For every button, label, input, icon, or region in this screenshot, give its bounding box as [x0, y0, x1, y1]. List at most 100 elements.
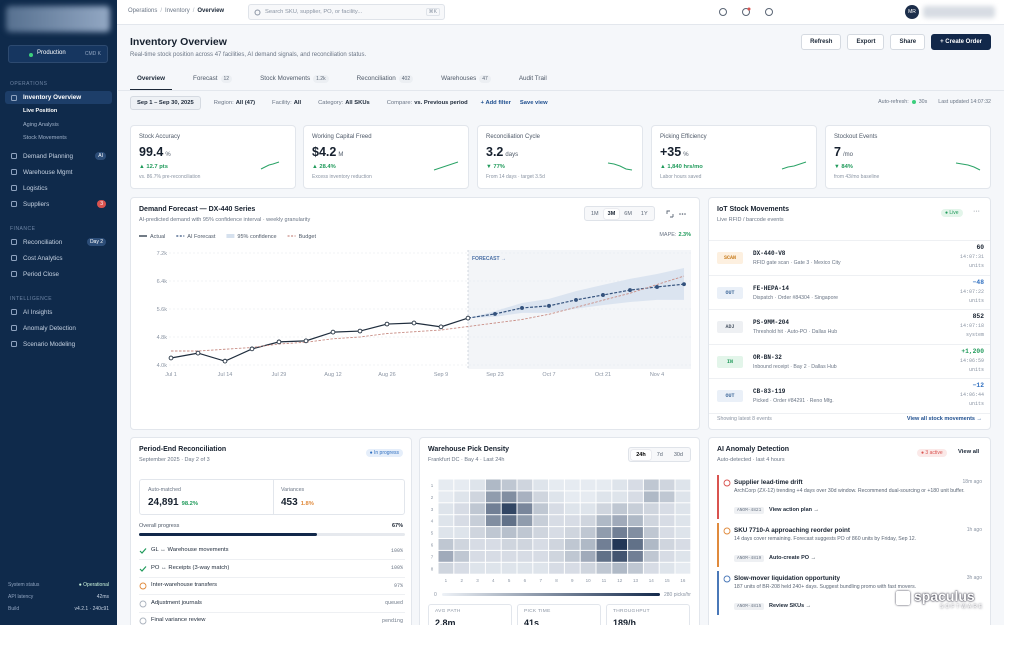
- nav-item[interactable]: Demand Planning AI: [5, 150, 112, 163]
- heat-cell: [675, 562, 691, 574]
- range-button[interactable]: 6M: [624, 210, 632, 217]
- primary-button[interactable]: + Create Order: [931, 34, 991, 50]
- kpi-value-row: +35%: [660, 145, 689, 159]
- button[interactable]: Refresh: [801, 34, 842, 50]
- tab[interactable]: Forecast 12: [186, 73, 239, 90]
- heat-cell: [470, 539, 485, 550]
- chart-svg: [719, 8, 727, 16]
- watermark-tag: SOFTWARE: [940, 604, 985, 610]
- footer-link[interactable]: View all stock movements →: [906, 416, 982, 422]
- button[interactable]: Share: [890, 34, 926, 50]
- breadcrumb-item: Overview: [197, 8, 225, 14]
- event-row: OUT CB-83-119 Picked · Order #84291 · Reno…: [709, 379, 990, 414]
- nav-label: Demand Planning: [23, 152, 74, 160]
- nav-item[interactable]: Suppliers 3: [5, 198, 112, 211]
- nav-subitem[interactable]: Live Position: [23, 108, 58, 114]
- tab[interactable]: Audit Trail: [512, 73, 554, 90]
- nav-item[interactable]: Inventory Overview: [5, 91, 112, 104]
- anomaly-action[interactable]: Review SKUs →: [769, 603, 812, 609]
- nav-label: Inventory Overview: [23, 94, 82, 101]
- range-button[interactable]: 30d: [673, 451, 683, 458]
- filter-chip[interactable]: Region: All (47): [210, 97, 259, 109]
- step-label: PO ↔ Receipts (3-way match): [151, 564, 230, 571]
- heat-cell: [517, 479, 533, 491]
- nav-icon: [11, 201, 17, 207]
- nav-subitem[interactable]: Aging Analysis: [23, 121, 59, 128]
- heat-cell: [580, 479, 596, 491]
- kpi-value-row: 3.2 days: [486, 145, 518, 159]
- search-box[interactable]: Search SKU, supplier, PO, or facility...…: [248, 4, 445, 20]
- heat-cell: [517, 550, 533, 562]
- heat-cell: [659, 562, 675, 574]
- range-button[interactable]: 24h: [631, 449, 651, 460]
- event-sku: FE-HEPA-14: [753, 284, 790, 292]
- button[interactable]: Export: [847, 34, 885, 50]
- avatar[interactable]: MR: [905, 5, 919, 19]
- shortcut: CMD K: [84, 50, 101, 57]
- range-button[interactable]: 1Y: [640, 210, 648, 217]
- footer-note: Showing latest 8 events: [717, 416, 772, 422]
- breadcrumb-separator: /: [192, 8, 195, 14]
- nav-item[interactable]: Anomaly Detection: [5, 322, 112, 335]
- variance-pct: 1.8%: [300, 501, 314, 507]
- heat-cell: [485, 527, 501, 538]
- view-all[interactable]: View all: [958, 449, 980, 455]
- anomaly-action[interactable]: Auto-create PO →: [769, 555, 817, 561]
- heat-cell: [533, 503, 549, 515]
- nav-item[interactable]: Warehouse Mgmt: [5, 166, 112, 179]
- filter-chip[interactable]: Category: All SKUs: [314, 97, 374, 109]
- anomaly-item: Supplier lead-time drift 18m ago ArchCorp …: [717, 475, 984, 519]
- tab[interactable]: Warehouses 47: [434, 73, 498, 90]
- filter-chip[interactable]: Compare: vs. Previous period: [383, 97, 472, 109]
- x-label: 6: [524, 578, 527, 583]
- kpi-card: Working Capital Freed $4.2 M ▲ 28.4% Excess …: [303, 125, 469, 189]
- breadcrumb-item[interactable]: Inventory: [165, 8, 190, 14]
- nav-subitem[interactable]: Stock Movements: [23, 135, 67, 141]
- event-unit: units: [968, 263, 984, 269]
- tab[interactable]: Overview: [130, 73, 173, 90]
- status-label: API latency: [8, 594, 34, 600]
- card-title: Period-End Reconciliation: [139, 446, 227, 453]
- status-label: System status: [8, 582, 40, 588]
- add-filter[interactable]: + Add filter: [480, 100, 511, 106]
- x-label: 9: [571, 578, 574, 583]
- nav-item[interactable]: AI Insights: [5, 306, 112, 319]
- breadcrumb-item[interactable]: Operations: [128, 8, 158, 14]
- range-button[interactable]: 1M: [591, 210, 599, 217]
- section-title: FINANCE: [10, 225, 36, 232]
- nav-item[interactable]: Reconciliation Day 2: [5, 236, 112, 249]
- tab-count: 402: [398, 75, 414, 83]
- card-title: Warehouse Pick Density: [428, 446, 510, 453]
- y-tick-label: 7.2k: [157, 251, 168, 257]
- heat-cell: [564, 539, 580, 550]
- heat-cell: [675, 491, 691, 503]
- heat-cell: [659, 550, 675, 562]
- header-actions: Refresh Export Share + Create Order: [801, 34, 991, 50]
- date-range[interactable]: Sep 1 – Sep 30, 2025: [130, 96, 201, 110]
- nav-item[interactable]: Cost Analytics: [5, 252, 112, 265]
- filter-chip[interactable]: Facility: All: [268, 97, 305, 109]
- filter-value: All (47): [235, 100, 256, 106]
- app: Production CMD K OPERATIONS Inventory Overv…: [0, 0, 1004, 625]
- variance-label: Variances: [281, 487, 305, 493]
- tab[interactable]: Reconciliation 402: [350, 73, 421, 90]
- anomaly-action[interactable]: View action plan →: [769, 507, 820, 513]
- anomaly-card: AI Anomaly Detection Auto-detected · last…: [708, 437, 991, 625]
- range-button[interactable]: 3M: [603, 208, 620, 219]
- tab[interactable]: Stock Movements 1.2k: [253, 73, 336, 90]
- tab-label: Overview: [137, 75, 166, 82]
- heat-cell: [454, 562, 470, 574]
- series-line: [171, 275, 685, 352]
- more-button[interactable]: ···: [973, 208, 980, 215]
- event-qty: 852: [972, 313, 984, 320]
- save-view[interactable]: Save view: [519, 100, 548, 106]
- tab-label: Warehouses: [441, 75, 477, 82]
- x-tick-label: Aug 26: [378, 372, 395, 378]
- nav-item[interactable]: Scenario Modeling: [5, 338, 112, 351]
- nav-item[interactable]: Period Close: [5, 268, 112, 281]
- env-switch[interactable]: Production CMD K: [8, 45, 108, 63]
- range-button[interactable]: 7d: [656, 451, 663, 458]
- nav-item[interactable]: Logistics: [5, 182, 112, 195]
- heat-cell: [438, 491, 454, 503]
